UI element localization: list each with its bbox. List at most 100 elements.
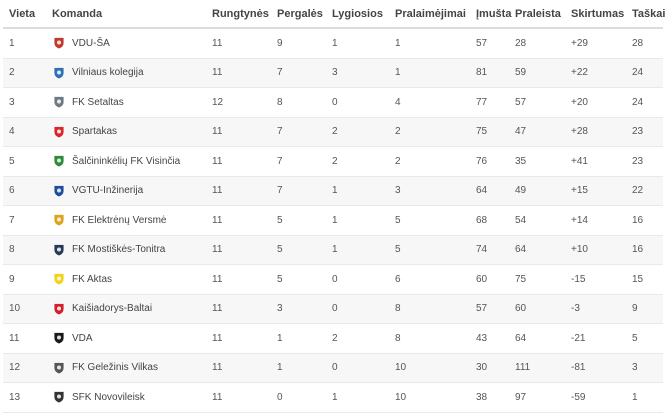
cell-team[interactable]: VDU-ŠA [46, 28, 206, 59]
cell-goals-against: 47 [509, 117, 565, 147]
cell-lost: 5 [389, 235, 470, 265]
cell-goal-difference: +28 [565, 117, 626, 147]
cell-team[interactable]: FK Elektrėnų Versmė [46, 205, 206, 236]
cell-lost: 1 [389, 28, 470, 59]
cell-won: 5 [271, 205, 326, 236]
cell-team[interactable]: Šalčininkėlių FK Visinčia [46, 146, 206, 177]
cell-played: 11 [206, 28, 271, 59]
header-praleista[interactable]: Praleista [509, 0, 565, 29]
cell-goal-difference: +10 [565, 235, 626, 265]
cell-team[interactable]: Vilniaus kolegija [46, 58, 206, 88]
cell-won: 7 [271, 176, 326, 206]
table-row[interactable]: 7 FK Elektrėnų Versmė 11 5 1 5 68 54 +14 16 [3, 205, 663, 236]
cell-goals-for: 77 [470, 87, 509, 118]
table-row[interactable]: 10 Kaišiadorys-Baltai 11 3 0 8 57 60 -3 9 [3, 294, 663, 324]
cell-position: 3 [3, 87, 46, 118]
cell-won: 5 [271, 264, 326, 295]
header-lygiosios[interactable]: Lygiosios [326, 0, 389, 29]
cell-goal-difference: -21 [565, 323, 626, 354]
cell-team[interactable]: Spartakas [46, 117, 206, 147]
cell-draw: 0 [326, 264, 389, 295]
header-skirtumas[interactable]: Skirtumas [565, 0, 626, 29]
cell-position: 2 [3, 58, 46, 88]
cell-lost: 2 [389, 117, 470, 147]
header-rungtynes[interactable]: Rungtynės [206, 0, 271, 29]
cell-position: 6 [3, 176, 46, 206]
table-row[interactable]: 12 FK Geležinis Vilkas 11 1 0 10 30 111 -81 3 [3, 353, 663, 383]
table-row[interactable]: 11 VDA 11 1 2 8 43 64 -21 5 [3, 323, 663, 354]
header-pralaimejimai[interactable]: Pralaimėjimai [389, 0, 470, 29]
team-name-link[interactable]: Šalčininkėlių FK Visinčia [72, 155, 181, 167]
table-row[interactable]: 3 FK Setaltas 12 8 0 4 77 57 +20 24 [3, 87, 663, 118]
team-name-link[interactable]: VDA [72, 332, 93, 344]
cell-goals-for: 76 [470, 146, 509, 177]
cell-points: 3 [626, 353, 663, 383]
cell-team[interactable]: FK Setaltas [46, 87, 206, 118]
cell-goal-difference: -59 [565, 382, 626, 413]
table-row[interactable]: 9 FK Aktas 11 5 0 6 60 75 -15 15 [3, 264, 663, 295]
cell-goals-for: 74 [470, 235, 509, 265]
cell-played: 11 [206, 294, 271, 324]
cell-position: 4 [3, 117, 46, 147]
cell-goals-against: 54 [509, 205, 565, 236]
cell-points: 5 [626, 323, 663, 354]
cell-team[interactable]: FK Aktas [46, 264, 206, 295]
team-name-link[interactable]: VDU-ŠA [72, 37, 110, 49]
table-row[interactable]: 1 VDU-ŠA 11 9 1 1 57 28 +29 28 [3, 28, 663, 59]
table-row[interactable]: 5 Šalčininkėlių FK Visinčia 11 7 2 2 76 35 +41 23 [3, 146, 663, 177]
header-taskai[interactable]: Taškai [626, 0, 665, 29]
header-vieta[interactable]: Vieta [3, 0, 46, 29]
cell-draw: 1 [326, 205, 389, 236]
team-name-link[interactable]: FK Geležinis Vilkas [72, 362, 158, 374]
cell-goals-against: 111 [509, 353, 565, 383]
team-name-link[interactable]: FK Mostiškės-Tonitra [72, 244, 166, 256]
vgtu-logo-icon [52, 184, 66, 198]
team-name-link[interactable]: FK Setaltas [72, 96, 124, 108]
cell-goals-for: 57 [470, 28, 509, 59]
table-row[interactable]: 13 SFK Novovileisk 11 0 1 10 38 97 -59 1 [3, 382, 663, 413]
novovileisk-logo-icon [52, 390, 66, 404]
team-name-link[interactable]: SFK Novovileisk [72, 391, 145, 403]
cell-goal-difference: +22 [565, 58, 626, 88]
cell-goals-against: 64 [509, 235, 565, 265]
cell-goals-for: 75 [470, 117, 509, 147]
mostiskes-logo-icon [52, 243, 66, 257]
team-name-link[interactable]: VGTU-Inžinerija [72, 185, 144, 197]
cell-goals-for: 81 [470, 58, 509, 88]
cell-team[interactable]: Kaišiadorys-Baltai [46, 294, 206, 324]
team-name-link[interactable]: FK Aktas [72, 273, 113, 285]
cell-team[interactable]: FK Mostiškės-Tonitra [46, 235, 206, 265]
table-row[interactable]: 6 VGTU-Inžinerija 11 7 1 3 64 49 +15 22 [3, 176, 663, 206]
team-name-link[interactable]: Vilniaus kolegija [72, 67, 144, 79]
cell-team[interactable]: VGTU-Inžinerija [46, 176, 206, 206]
cell-won: 7 [271, 146, 326, 177]
team-name-link[interactable]: Spartakas [72, 126, 118, 138]
cell-position: 11 [3, 323, 46, 354]
gelezinis-vilkas-logo-icon [52, 361, 66, 375]
cell-played: 11 [206, 146, 271, 177]
cell-won: 1 [271, 323, 326, 354]
header-komanda[interactable]: Komanda [46, 0, 206, 29]
header-imusta[interactable]: Įmušta [470, 0, 511, 29]
header-pergales[interactable]: Pergalės [271, 0, 326, 29]
table-row[interactable]: 2 Vilniaus kolegija 11 7 3 1 81 59 +22 24 [3, 58, 663, 88]
cell-goal-difference: +15 [565, 176, 626, 206]
cell-played: 11 [206, 117, 271, 147]
cell-played: 11 [206, 382, 271, 413]
cell-team[interactable]: SFK Novovileisk [46, 382, 206, 413]
cell-team[interactable]: VDA [46, 323, 206, 354]
cell-points: 16 [626, 205, 663, 236]
cell-points: 28 [626, 28, 663, 59]
table-row[interactable]: 4 Spartakas 11 7 2 2 75 47 +28 23 [3, 117, 663, 147]
cell-won: 9 [271, 28, 326, 59]
cell-team[interactable]: FK Geležinis Vilkas [46, 353, 206, 383]
cell-goals-for: 60 [470, 264, 509, 295]
cell-draw: 2 [326, 146, 389, 177]
team-name-link[interactable]: FK Elektrėnų Versmė [72, 214, 167, 226]
table-row[interactable]: 8 FK Mostiškės-Tonitra 11 5 1 5 74 64 +10 16 [3, 235, 663, 265]
cell-draw: 1 [326, 28, 389, 59]
cell-position: 12 [3, 353, 46, 383]
cell-draw: 0 [326, 294, 389, 324]
team-name-link[interactable]: Kaišiadorys-Baltai [72, 303, 153, 315]
cell-points: 15 [626, 264, 663, 295]
